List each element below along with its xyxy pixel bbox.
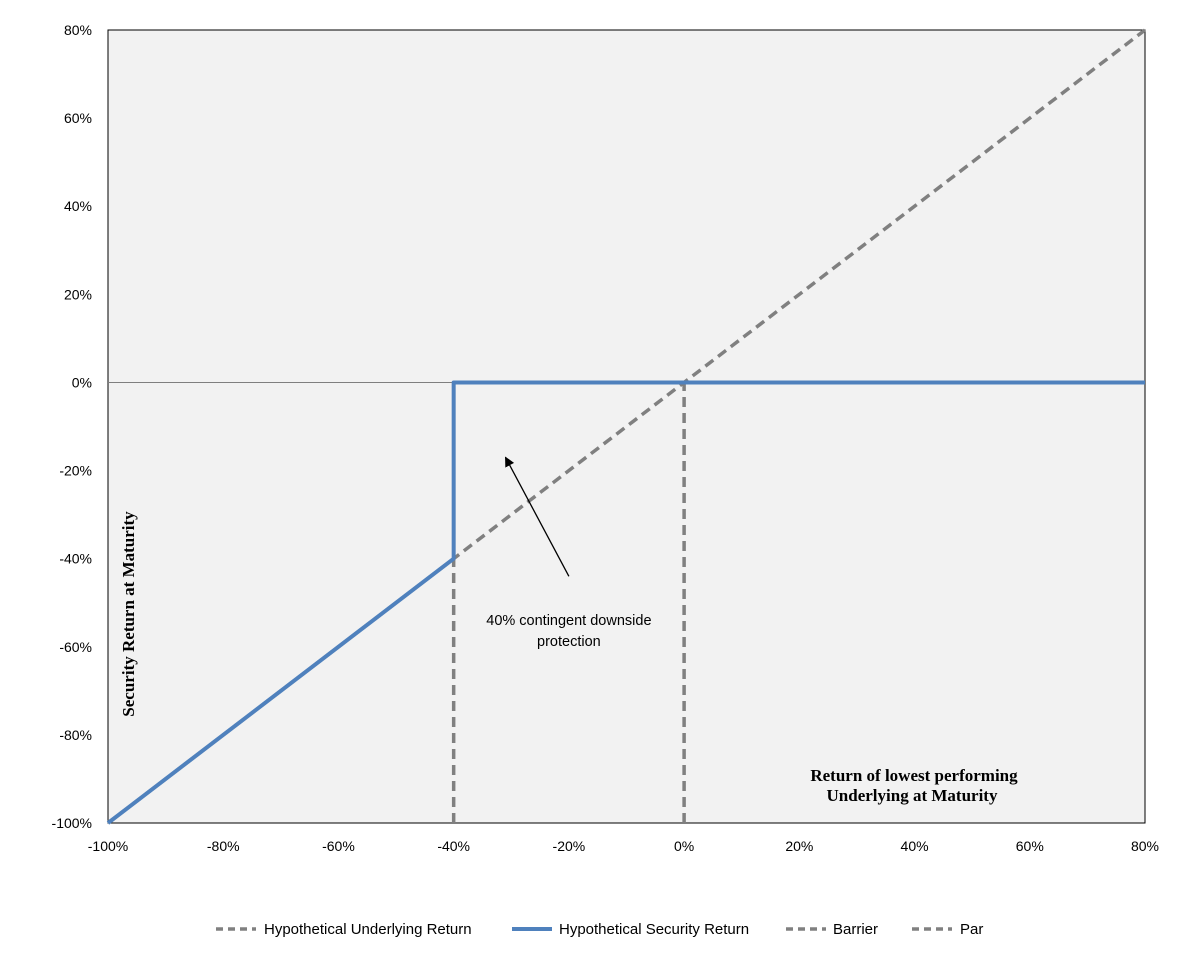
x-axis-title-line-2: Underlying at Maturity [827,786,998,805]
series-line-hypothetical-security-return [106,380,1145,825]
x-tick-label: -40% [437,838,470,854]
y-tick-label: 40% [64,198,92,214]
y-tick-label: 0% [72,374,92,390]
legend-item: Par [912,921,983,938]
annotation-text-line: protection [537,634,601,650]
x-tick-label: 0% [674,838,694,854]
x-tick-label: -60% [322,838,355,854]
y-tick-label: 80% [64,22,92,38]
x-tick-label: 80% [1131,838,1159,854]
legend-label: Barrier [833,921,878,938]
legend-label: Hypothetical Security Return [559,921,749,938]
y-tick-label: -40% [59,551,92,567]
y-tick-label: -80% [59,727,92,743]
y-axis-title: Security Return at Maturity [119,511,138,717]
x-tick-label: 40% [901,838,929,854]
x-tick-label: -20% [553,838,586,854]
legend: Hypothetical Underlying Return Hypothetic… [216,921,983,938]
x-tick-label: 20% [785,838,813,854]
legend-item: Hypothetical Underlying Return [216,921,472,938]
x-tick-label: -80% [207,838,240,854]
x-tick-label: 60% [1016,838,1044,854]
x-axis-title-line-1: Return of lowest performing [810,766,1018,785]
annotation-text-line: 40% contingent downside [486,613,651,629]
y-tick-label: -60% [59,639,92,655]
legend-label: Par [960,921,983,938]
legend-item: Barrier [786,921,878,938]
annotation-arrow [504,456,570,577]
legend-label: Hypothetical Underlying Return [264,921,472,938]
y-tick-label: -100% [52,815,92,831]
y-tick-label: 60% [64,110,92,126]
y-tick-label: 20% [64,286,92,302]
legend-item: Hypothetical Security Return [512,921,749,938]
y-tick-label: -20% [59,463,92,479]
x-tick-label: -100% [88,838,128,854]
